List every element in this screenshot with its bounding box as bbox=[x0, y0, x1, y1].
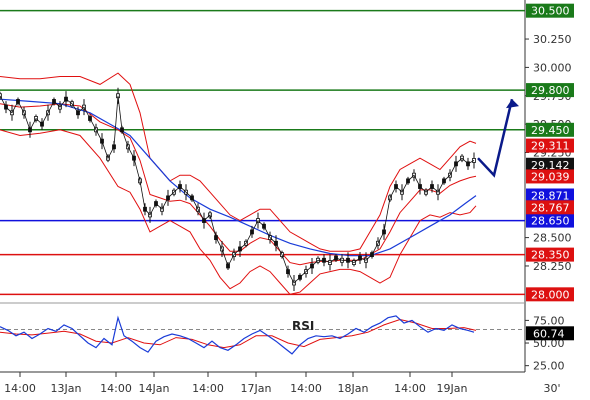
forecast-arrow bbox=[477, 98, 514, 178]
price-badge bbox=[526, 188, 574, 203]
plot-background bbox=[0, 0, 525, 372]
level-label: 29.450 bbox=[531, 124, 570, 137]
x-tick-label: 14:00 bbox=[290, 382, 322, 395]
forecast-arrowhead bbox=[506, 99, 519, 109]
x-tick-label: 14:00 bbox=[100, 382, 132, 395]
price-badge bbox=[526, 157, 574, 172]
x-tick-label: 30' bbox=[543, 382, 560, 395]
level-badge bbox=[526, 3, 574, 18]
y-tick-label: 30.250 bbox=[533, 33, 572, 46]
candle-body bbox=[0, 93, 2, 99]
price-badge-label: 29.142 bbox=[531, 159, 570, 172]
price-badge-label: 28.871 bbox=[531, 190, 570, 203]
level-label: 28.000 bbox=[531, 288, 570, 301]
x-tick-label: 17Jan bbox=[241, 382, 272, 395]
level-label: 30.500 bbox=[531, 5, 570, 18]
price-badge-label: 28.767 bbox=[531, 201, 570, 214]
rsi-y-tick-label: 75.00 bbox=[533, 314, 565, 327]
rsi-badge-label: 60.74 bbox=[533, 327, 565, 340]
x-tick-label: 14:00 bbox=[4, 382, 36, 395]
rsi-y-tick-label: 25.00 bbox=[533, 360, 565, 373]
level-label: 28.650 bbox=[531, 215, 570, 228]
price-line bbox=[0, 95, 475, 284]
x-tick-label: 18Jan bbox=[338, 382, 369, 395]
level-badge bbox=[526, 247, 574, 262]
price-badge bbox=[526, 200, 574, 215]
price-badge-label: 29.311 bbox=[531, 140, 570, 153]
level-badge bbox=[526, 122, 574, 137]
rsi-title: RSI bbox=[292, 319, 314, 333]
rsi-line bbox=[0, 315, 475, 355]
level-label: 28.350 bbox=[531, 249, 570, 262]
bollinger-upper bbox=[0, 72, 477, 252]
level-badge bbox=[526, 287, 574, 302]
x-tick-label: 19Jan bbox=[437, 382, 468, 395]
x-tick-label: 14Jan bbox=[139, 382, 170, 395]
y-tick-label: 30.000 bbox=[533, 61, 572, 74]
level-badge bbox=[526, 213, 574, 228]
level-badge bbox=[526, 83, 574, 98]
level-label: 29.800 bbox=[531, 84, 570, 97]
x-tick-label: 14:00 bbox=[394, 382, 426, 395]
moving-average-line bbox=[0, 98, 477, 257]
price-badge-label: 29.039 bbox=[531, 170, 570, 183]
price-badge bbox=[526, 138, 574, 153]
y-tick-label: 28.500 bbox=[533, 232, 572, 245]
x-tick-label: 14:00 bbox=[192, 382, 224, 395]
price-badge bbox=[526, 169, 574, 184]
x-tick-label: 13Jan bbox=[51, 382, 82, 395]
rsi-badge bbox=[526, 326, 574, 341]
y-tick-label: 28.250 bbox=[533, 260, 572, 273]
